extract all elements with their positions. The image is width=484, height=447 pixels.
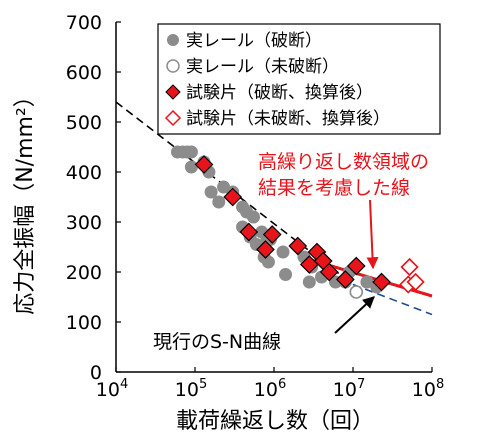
y-tick-label-3: 300 xyxy=(66,212,102,234)
data-point-s2-5 xyxy=(288,236,308,256)
data-point-s3-0 xyxy=(400,257,419,277)
y-tick-label-6: 600 xyxy=(66,62,102,84)
data-points xyxy=(170,145,425,299)
data-point-s0-25 xyxy=(279,268,293,281)
y-tick-label-1: 100 xyxy=(66,312,102,334)
data-point-s2-0 xyxy=(194,155,214,174)
red-line-annotation-line1: 高繰り返し数領域の xyxy=(258,151,429,173)
sn-curve-annotation-arrow xyxy=(334,296,375,334)
axes: 0 100 200 300 400 500 600 700 104 105 106 107 108 xyxy=(66,12,445,401)
x-tick-label-2: 106 xyxy=(254,377,286,401)
data-point-s0-7 xyxy=(204,185,218,199)
x-tick-label-3: 107 xyxy=(333,377,365,401)
legend-box xyxy=(157,23,441,135)
y-tick-label-5: 500 xyxy=(66,112,102,134)
red-annotation-arrow xyxy=(366,199,379,270)
data-point-s2-3 xyxy=(256,240,275,259)
data-point-s2-2 xyxy=(239,222,259,242)
data-point-s0-22 xyxy=(276,245,290,259)
data-point-s2-11 xyxy=(346,256,366,276)
legend-marker-specimen-fracture xyxy=(165,84,181,100)
data-point-s2-10 xyxy=(335,270,355,289)
x-tick-label-4: 108 xyxy=(412,377,444,401)
legend-label-specimen-fracture: 試験片（破断、換算後） xyxy=(186,83,373,103)
series-line-1 xyxy=(352,283,433,316)
data-point-s3-2 xyxy=(406,272,425,292)
data-point-s0-5 xyxy=(184,160,198,174)
x-axis-title: 載荷繰返し数（回） xyxy=(176,409,374,434)
data-point-s0-21 xyxy=(261,255,275,269)
data-point-s0-31 xyxy=(360,275,374,289)
y-tick-label-0: 0 xyxy=(90,362,102,384)
y-tick-label-2: 200 xyxy=(66,262,102,284)
red-line-annotation-line2: 結果を考慮した線 xyxy=(258,177,410,199)
data-point-s2-4 xyxy=(262,225,282,244)
legend-label-rail-fracture: 実レール（破断） xyxy=(186,31,322,51)
y-axis-title: 応力全振幅（N/mm²） xyxy=(13,85,38,315)
data-point-s0-13 xyxy=(246,210,260,224)
x-tick-label-1: 105 xyxy=(175,377,207,401)
data-point-s0-3 xyxy=(184,145,198,159)
y-tick-label-7: 700 xyxy=(66,12,102,34)
legend-marker-rail-fracture xyxy=(167,34,179,46)
legend-marker-specimen-runout xyxy=(164,109,182,127)
data-point-s0-26 xyxy=(302,275,316,289)
y-tick-label-4: 400 xyxy=(66,162,102,184)
data-point-s0-10 xyxy=(212,195,226,209)
legend-marker-rail-runout xyxy=(166,59,180,73)
sn-curve-annotation: 現行のS-N曲線 xyxy=(153,331,281,353)
data-point-s2-1 xyxy=(223,187,243,207)
data-point-s2-12 xyxy=(372,272,391,292)
data-point-s1-0 xyxy=(349,285,364,299)
legend: 実レール（破断） 実レール（未破断） 試験片（破断、換算後） 試験片（未破断、換… xyxy=(157,23,441,135)
legend-label-specimen-runout: 試験片（未破断、換算後） xyxy=(186,109,390,129)
data-point-s2-9 xyxy=(319,262,339,282)
x-tick-label-0: 104 xyxy=(96,377,128,401)
legend-label-rail-runout: 実レール（未破断） xyxy=(186,57,339,77)
